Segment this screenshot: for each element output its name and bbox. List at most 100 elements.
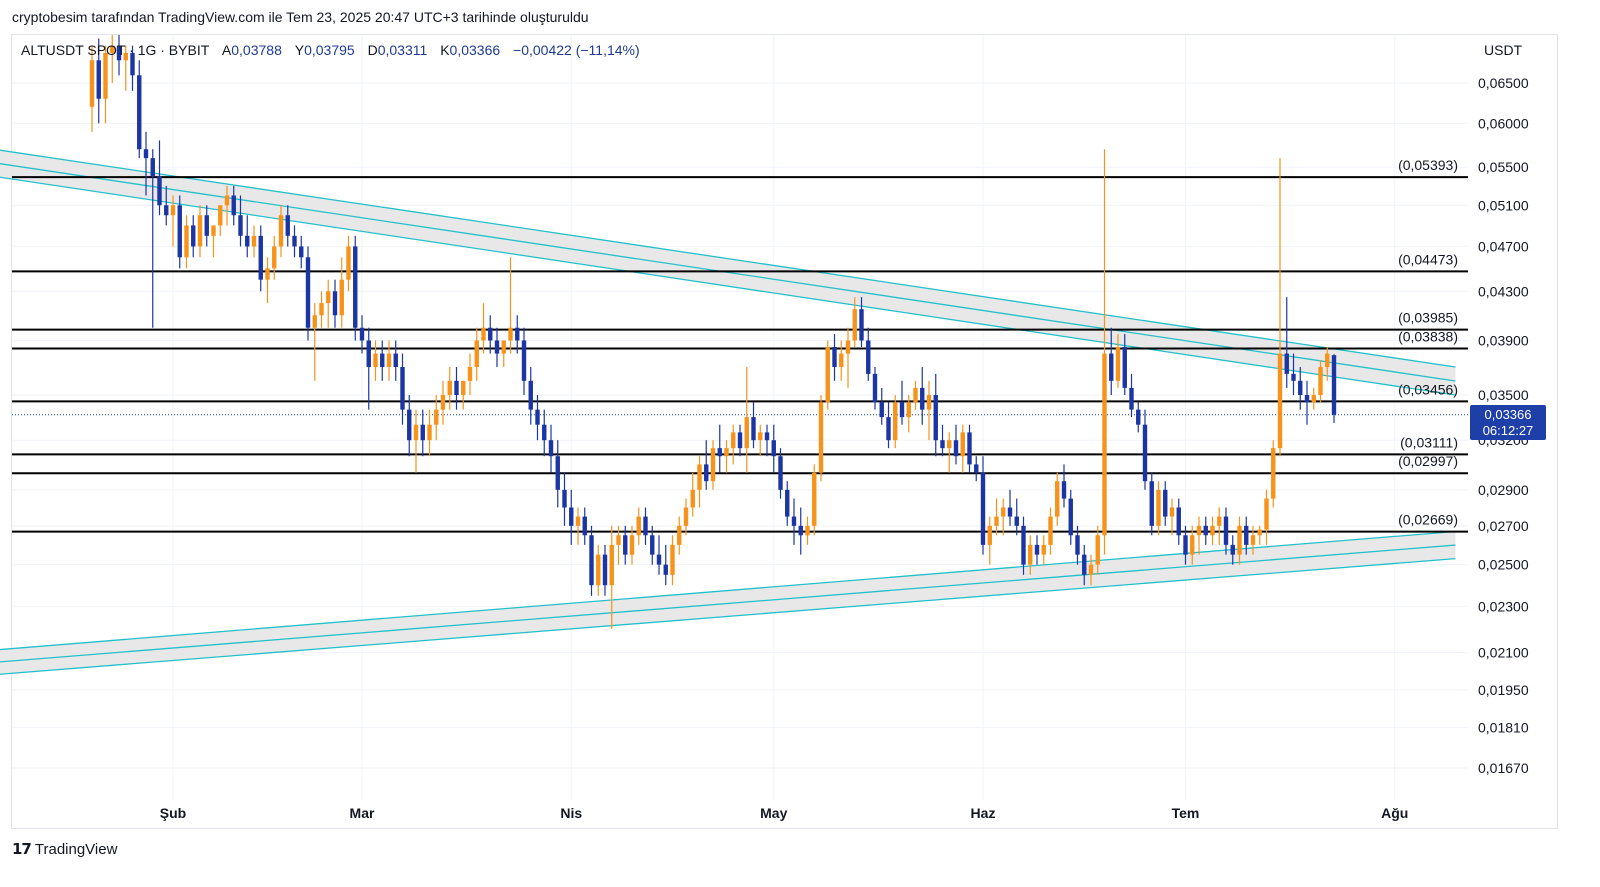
candle [413,409,419,473]
candle [1122,334,1127,396]
candle [677,516,682,555]
candle [737,424,743,457]
candle [710,440,716,490]
candle [1082,544,1087,586]
candle [1311,387,1316,410]
candle-body [575,516,581,526]
candle-body [697,464,702,490]
y-tick-label: 0,01950 [1478,682,1529,698]
candle-body [609,544,614,586]
candle-body [218,205,223,226]
y-tick-label: 0,05100 [1478,197,1529,213]
candle-body [346,246,351,280]
candle-body [1075,535,1080,555]
candle [1001,498,1006,536]
candle-body [899,402,905,418]
candle [1264,489,1269,545]
x-tick-label: Haz [971,805,996,821]
candle [1142,409,1148,490]
candle-body [859,309,864,341]
candle-body [420,424,425,441]
candle-body [278,215,284,247]
candle-body [1190,535,1195,555]
candle-body [231,195,236,216]
candle [501,340,506,368]
tradingview-brand: TradingView [34,840,118,858]
candle [575,507,581,545]
candle-body [272,246,277,269]
candle-body [818,402,824,473]
legend-symbol[interactable]: ALTUSDT SPOT · 1G · BYBIT [21,42,210,58]
candle-body [643,516,648,536]
candle-body [663,564,668,575]
candle [650,525,655,565]
y-tick-label: 0,06000 [1478,115,1529,131]
legend-low: 0,03311 [377,42,428,58]
candle-body [710,448,716,482]
candle [130,45,135,91]
candle [218,205,223,236]
candle-body [1250,535,1256,545]
candle-body [913,387,918,403]
candle [893,395,898,449]
candle [96,38,101,124]
level-label: (0,02669) [1398,512,1458,528]
candle [1102,149,1107,555]
candle [731,424,736,465]
candle-body [1196,525,1202,536]
candle-body [332,291,338,316]
candle [143,131,149,196]
price-axis: 0,06500 0,06000 0,05500 0,05100 0,04700 0,043… [1478,75,1529,776]
candle [1088,554,1094,586]
candle [974,456,979,482]
candle [1210,516,1215,545]
candle-body [481,327,486,341]
candle-body [204,215,209,236]
candle-body [1142,424,1148,482]
candle-body [602,554,608,586]
candle [447,367,452,410]
chart-frame[interactable] [11,34,1558,829]
candle [582,507,587,545]
candle [521,327,527,396]
candle-body [677,525,682,545]
candle [1156,481,1161,536]
candle-body [1210,525,1215,536]
candle [1237,516,1242,565]
candle [1068,489,1073,545]
candle [407,395,412,457]
y-tick-label: 0,04700 [1478,238,1529,254]
candle-body [461,380,466,396]
tradingview-logo[interactable]: 𝟭𝟳 TradingView [12,840,118,859]
candle [170,195,176,247]
candle-body [467,367,473,381]
legend-change: −0,00422 (−11,14%) [513,42,640,58]
candle-body [893,402,898,441]
candle [913,380,918,410]
candle-body [1183,535,1188,555]
x-tick-label: Mar [350,805,375,821]
candle-body [690,489,695,508]
candle-body [1102,353,1107,536]
candle-body [238,215,243,236]
candle [602,544,608,596]
candle [380,340,385,381]
candle [177,195,182,269]
legend-close: 0,03366 [449,42,501,58]
candle [110,35,115,83]
currency-label[interactable]: USDT [1484,42,1523,58]
candle-body [305,257,311,328]
candle-body [1055,481,1060,517]
candle [89,45,95,132]
candle [1190,525,1195,565]
candle [697,456,702,508]
candle [454,367,459,410]
candle-body [1244,525,1249,545]
candle [1250,525,1256,555]
candle [947,432,952,473]
candle-body [764,432,770,441]
candle-body [454,380,459,396]
candle [663,544,668,586]
candle-body [1331,355,1337,415]
